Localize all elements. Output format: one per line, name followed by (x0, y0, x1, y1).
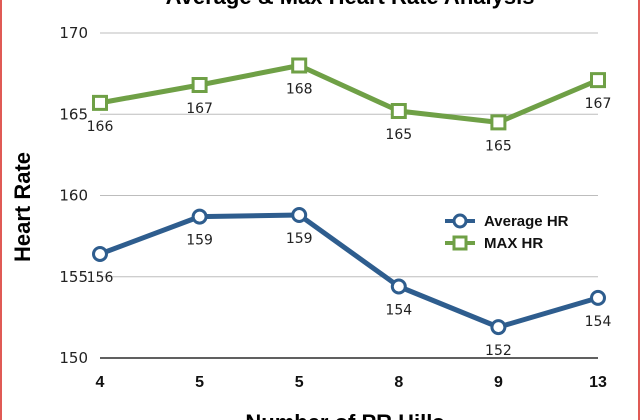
data-label: 167 (585, 96, 612, 112)
data-point (390, 278, 407, 295)
data-label: 156 (87, 270, 114, 286)
data-label: 154 (385, 303, 412, 319)
legend: Average HR MAX HR (445, 213, 569, 252)
legend-marker (452, 213, 468, 229)
data-point (390, 103, 407, 119)
x-axis-label: Number of PR Hills (245, 410, 444, 420)
data-label: 165 (385, 127, 412, 143)
x-tick-label: 8 (394, 374, 403, 391)
legend-label: MAX HR (484, 235, 543, 252)
x-tick-label: 5 (195, 374, 204, 391)
legend-label: Average HR (484, 213, 569, 230)
series-line (97, 63, 601, 125)
y-axis-ticks: 150 155 160 165 170 (59, 24, 88, 367)
y-tick-label: 160 (59, 187, 88, 205)
y-tick-label: 150 (59, 349, 88, 367)
legend-marker (452, 235, 468, 251)
series-line (97, 212, 601, 330)
data-label: 166 (87, 119, 114, 135)
x-tick-label: 5 (295, 374, 304, 391)
data-point (490, 319, 507, 336)
y-tick-label: 155 (59, 268, 88, 286)
data-point (590, 289, 606, 306)
x-tick-label: 4 (96, 374, 105, 391)
x-axis-ticks: 4 5 5 8 9 13 (96, 374, 607, 391)
data-point (490, 114, 507, 131)
y-tick-label: 170 (59, 24, 88, 42)
chart-title: Average & Max Heart Rate Analysis (166, 0, 535, 9)
series-max-hr: 166 167 168 165 165 167 (87, 57, 612, 154)
data-point (191, 208, 208, 225)
data-label: 159 (186, 233, 213, 249)
data-point (92, 246, 108, 262)
data-label: 167 (186, 101, 213, 117)
y-tick-label: 165 (59, 105, 88, 123)
x-tick-label: 13 (589, 374, 607, 391)
data-point (291, 57, 308, 74)
data-label: 154 (585, 314, 612, 330)
data-point (590, 72, 606, 89)
data-point (191, 77, 208, 93)
series-group: 156 159 159 154 152 154 166 167 168 165 165 167 (87, 57, 612, 359)
data-label: 159 (286, 231, 313, 247)
data-label: 152 (485, 343, 512, 359)
x-tick-label: 9 (494, 374, 503, 391)
data-point (291, 207, 308, 223)
series-average-hr: 156 159 159 154 152 154 (87, 207, 612, 359)
data-label: 165 (485, 138, 512, 154)
y-axis-label: Heart Rate (10, 152, 35, 262)
data-label: 168 (286, 82, 313, 98)
data-point (92, 94, 108, 111)
gridlines (100, 32, 598, 359)
